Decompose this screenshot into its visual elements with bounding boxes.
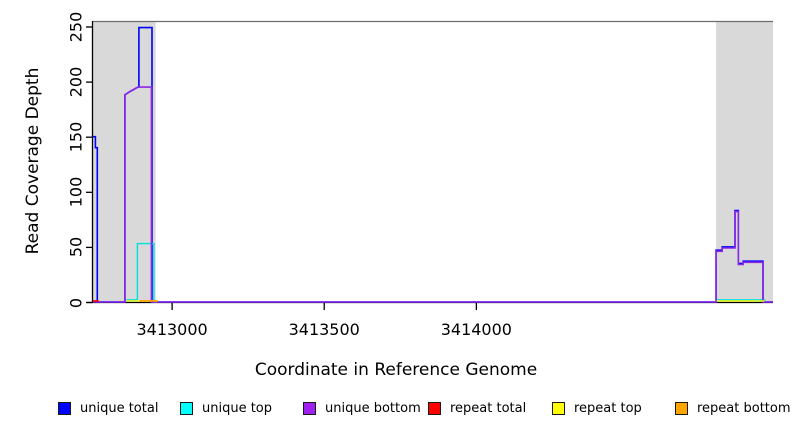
x-tick-label: 3413500 — [288, 320, 360, 339]
y-axis-label: Read Coverage Depth — [23, 67, 43, 255]
legend-item-unique-bottom: unique bottom — [303, 400, 421, 416]
legend-item-unique-total: unique total — [58, 400, 159, 416]
series-unique-bottom — [93, 86, 773, 303]
legend-label: unique bottom — [325, 400, 421, 416]
x-axis-label: Coordinate in Reference Genome — [254, 360, 538, 380]
legend-label: repeat total — [450, 400, 527, 416]
series-unique-total — [93, 26, 773, 303]
legend-swatch-unique-total — [58, 401, 71, 415]
legend-swatch-repeat-total — [428, 401, 441, 415]
highlight-band-right-gray-band — [716, 21, 773, 302]
legend-swatch-repeat-bottom — [675, 401, 688, 415]
y-tick-label: 200 — [66, 66, 86, 98]
legend-swatch-unique-bottom — [303, 401, 316, 415]
legend-item-repeat-top: repeat top — [552, 400, 642, 416]
series-repeat-bottom — [139, 299, 158, 302]
y-tick-label: 0 — [66, 297, 86, 308]
y-tick-label: 100 — [66, 177, 86, 208]
x-tick-label: 3414000 — [440, 320, 512, 339]
legend-label: repeat top — [574, 400, 642, 416]
legend-label: unique top — [202, 400, 273, 416]
x-tick-label: 3413000 — [136, 320, 208, 339]
series-repeat-total — [93, 300, 99, 302]
legend-label: unique total — [80, 400, 159, 416]
y-tick-label: 250 — [66, 11, 86, 43]
legend-swatch-unique-top — [180, 401, 193, 415]
legend-item-unique-top: unique top — [180, 400, 273, 416]
y-tick-label: 50 — [66, 237, 86, 258]
legend-item-repeat-bottom: repeat bottom — [675, 400, 791, 416]
legend-item-repeat-total: repeat total — [428, 400, 527, 416]
y-tick-label: 150 — [66, 121, 86, 153]
legend-swatch-repeat-top — [552, 401, 565, 415]
legend-label: repeat bottom — [697, 400, 791, 416]
